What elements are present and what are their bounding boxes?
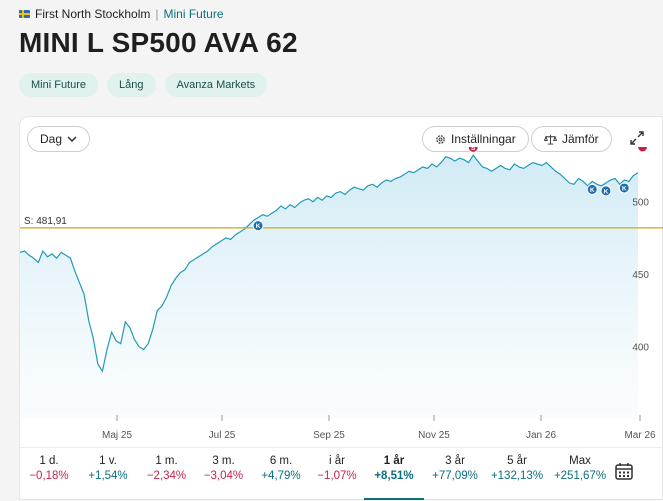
period-label: 3 år xyxy=(445,455,465,467)
page-title: MINI L SP500 AVA 62 xyxy=(19,27,298,58)
period-label: 5 år xyxy=(507,455,527,467)
settings-label: Inställningar xyxy=(451,132,516,146)
calendar-icon[interactable] xyxy=(614,461,634,481)
stop-loss-label: S: 481,91 xyxy=(24,216,67,227)
breadcrumb-separator: | xyxy=(155,7,159,21)
period-change: +1,54% xyxy=(88,470,128,482)
interval-label: Dag xyxy=(40,132,63,146)
period-label: Max xyxy=(569,455,591,467)
buy-marker[interactable]: K xyxy=(252,220,264,232)
period-1år[interactable]: 1 år +8,51% xyxy=(364,448,424,500)
sell-marker[interactable]: S xyxy=(637,147,649,153)
scale-icon xyxy=(544,134,557,145)
interval-dropdown[interactable]: Dag xyxy=(27,126,91,152)
x-tick-label: Mar 26 xyxy=(624,430,656,441)
period-change: −0,18% xyxy=(29,470,69,482)
period-label: i år xyxy=(329,455,345,467)
period-iår[interactable]: i år −1,07% xyxy=(310,448,364,500)
period-1d[interactable]: 1 d. −0,18% xyxy=(20,448,78,500)
svg-text:S: S xyxy=(640,147,645,149)
buy-marker[interactable]: K xyxy=(586,183,598,195)
price-chart[interactable]: S: 481,91 400 450 500 Maj 25 Jul 25 Sep 25 No… xyxy=(20,147,663,447)
sell-marker[interactable]: S xyxy=(467,147,479,153)
y-tick-label: 400 xyxy=(632,343,649,354)
svg-text:K: K xyxy=(590,187,595,194)
period-Max[interactable]: Max +251,67% xyxy=(548,448,612,500)
period-change: +4,79% xyxy=(261,470,301,482)
svg-text:S: S xyxy=(471,147,476,152)
buy-marker[interactable]: K xyxy=(600,185,612,197)
period-change: +251,67% xyxy=(553,470,607,482)
tag-chip[interactable]: Avanza Markets xyxy=(164,73,268,97)
period-change: −3,04% xyxy=(203,470,244,482)
period-change: +8,51% xyxy=(374,470,414,482)
svg-text:K: K xyxy=(604,188,609,195)
x-tick-label: Jan 26 xyxy=(526,430,556,441)
period-label: 1 v. xyxy=(99,455,117,467)
tag-list: Mini Future Lång Avanza Markets xyxy=(19,73,268,97)
chevron-down-icon xyxy=(67,136,77,142)
x-tick-label: Sep 25 xyxy=(313,430,345,441)
period-label: 1 år xyxy=(383,455,405,467)
chart-card: Dag Inställningar Jämför S: 481,91 400 45… xyxy=(19,116,663,500)
period-selector: 1 d. −0,18% 1 v. +1,54% 1 m. −2,34% 3 m. −3,04%… xyxy=(20,447,663,501)
period-5år[interactable]: 5 år +132,13% xyxy=(486,448,548,500)
period-change: −1,07% xyxy=(317,470,357,482)
period-3m[interactable]: 3 m. −3,04% xyxy=(195,448,252,500)
period-1v[interactable]: 1 v. +1,54% xyxy=(78,448,138,500)
x-tick-label: Maj 25 xyxy=(102,430,132,441)
tag-chip[interactable]: Mini Future xyxy=(19,73,99,97)
period-change: +132,13% xyxy=(490,470,544,482)
price-area xyxy=(20,155,638,420)
category-link[interactable]: Mini Future xyxy=(163,7,224,21)
period-label: 1 d. xyxy=(39,455,59,467)
market-name: First North Stockholm xyxy=(35,7,151,21)
period-6m[interactable]: 6 m. +4,79% xyxy=(252,448,310,500)
period-label: 1 m. xyxy=(155,455,178,467)
period-1m[interactable]: 1 m. −2,34% xyxy=(138,448,195,500)
x-tick-label: Jul 25 xyxy=(209,430,236,441)
compare-button[interactable]: Jämför xyxy=(531,126,612,152)
sweden-flag-icon xyxy=(19,10,30,18)
period-label: 6 m. xyxy=(269,455,293,467)
y-tick-label: 500 xyxy=(632,198,649,209)
price-line xyxy=(20,154,639,373)
y-tick-label: 450 xyxy=(632,270,649,281)
svg-text:K: K xyxy=(256,223,261,230)
breadcrumb: First North Stockholm | Mini Future xyxy=(19,7,224,21)
buy-marker[interactable]: K xyxy=(618,182,630,194)
period-change: +77,09% xyxy=(432,470,478,482)
period-change: −2,34% xyxy=(146,470,187,482)
compare-label: Jämför xyxy=(562,132,599,146)
period-label: 3 m. xyxy=(212,455,235,467)
x-tick-label: Nov 25 xyxy=(418,430,450,441)
period-3år[interactable]: 3 år +77,09% xyxy=(424,448,486,500)
expand-icon[interactable] xyxy=(630,131,644,145)
svg-text:K: K xyxy=(622,185,627,192)
gear-icon xyxy=(436,134,445,144)
tag-chip[interactable]: Lång xyxy=(107,73,156,97)
